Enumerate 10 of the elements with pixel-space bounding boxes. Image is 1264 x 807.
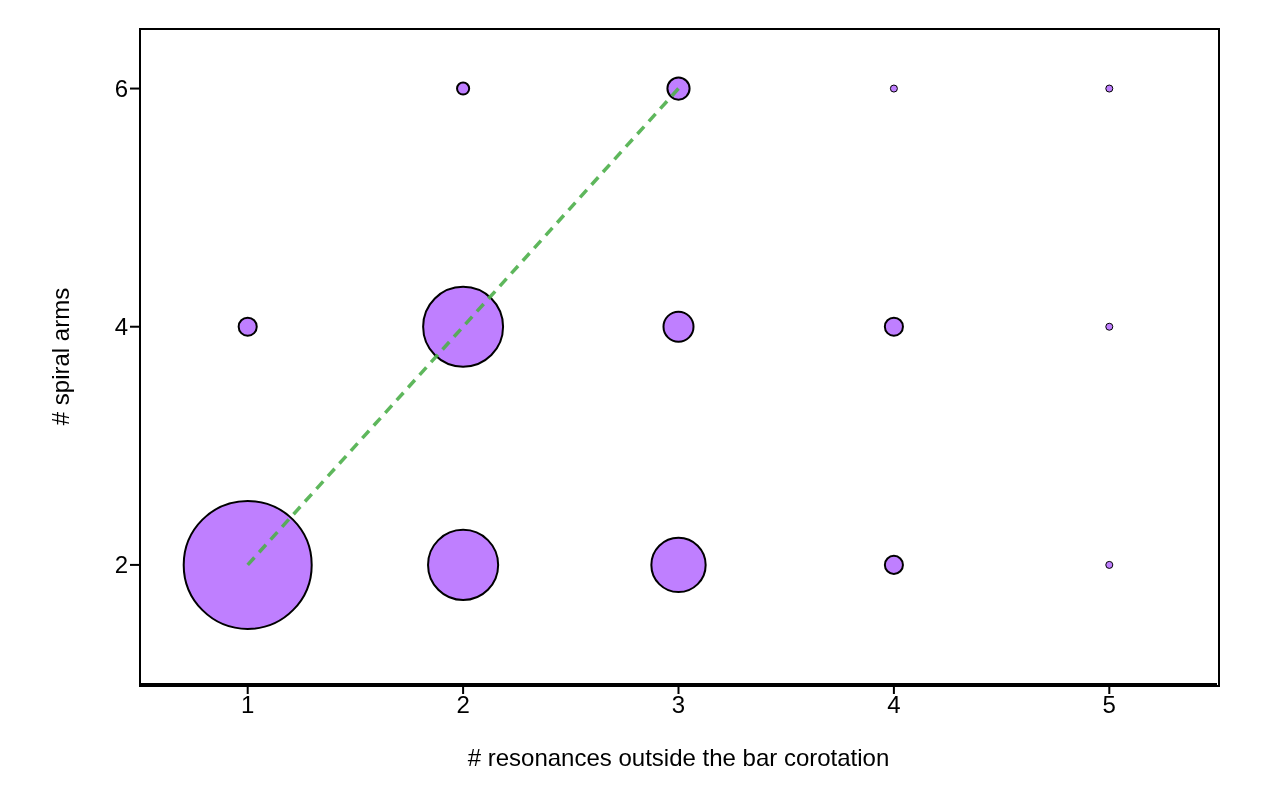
y-axis-title: # spiral arms (46, 287, 74, 426)
x-tick-label: 3 (671, 691, 686, 719)
y-tick-label: 2 (114, 551, 128, 579)
y-tick-label: 6 (114, 75, 128, 103)
x-tick-label: 4 (887, 691, 901, 719)
x-axis-title: # resonances outside the bar corotation (467, 744, 890, 771)
y-tick-label: 4 (114, 313, 128, 341)
x-tick-label: 2 (456, 691, 470, 719)
x-tick-label: 5 (1102, 691, 1116, 719)
x-tick-label: 1 (241, 691, 255, 719)
